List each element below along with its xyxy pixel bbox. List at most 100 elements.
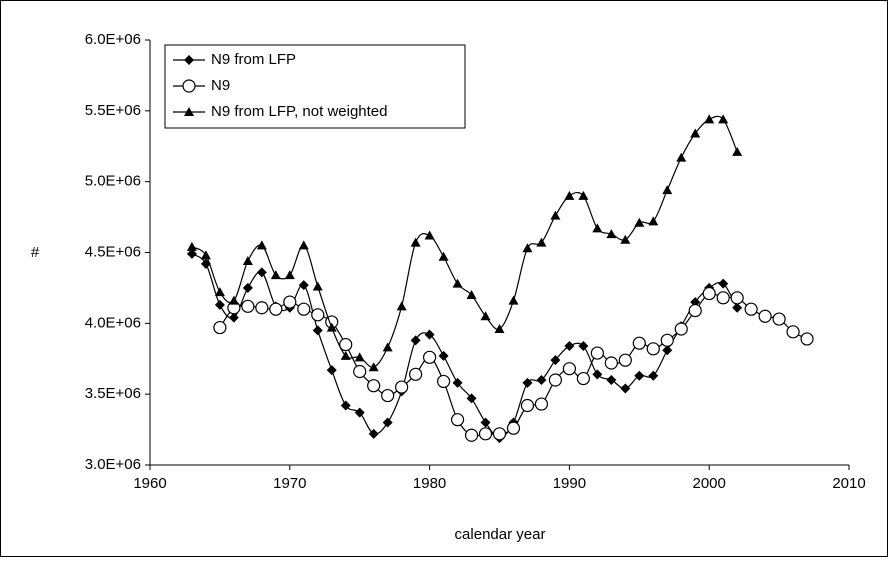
marker xyxy=(646,342,660,356)
marker xyxy=(438,251,449,261)
marker xyxy=(326,322,337,332)
y-tick-label: 6.0E+06 xyxy=(85,31,141,48)
marker xyxy=(395,380,409,394)
marker xyxy=(256,267,267,278)
marker xyxy=(772,312,786,326)
marker xyxy=(241,299,255,313)
marker xyxy=(186,248,197,259)
legend-label: N9 xyxy=(211,77,230,94)
y-tick-label: 3.0E+06 xyxy=(85,456,141,473)
marker xyxy=(562,362,577,376)
marker xyxy=(466,290,477,299)
marker xyxy=(688,303,702,318)
marker xyxy=(800,332,814,346)
marker xyxy=(632,336,646,350)
marker xyxy=(312,325,323,336)
marker xyxy=(576,371,590,386)
marker xyxy=(255,301,269,315)
marker xyxy=(478,427,493,441)
x-tick-label: 2000 xyxy=(693,475,726,492)
marker xyxy=(508,295,519,305)
x-tick-label: 1980 xyxy=(413,475,446,492)
marker xyxy=(410,237,421,247)
marker xyxy=(660,333,674,347)
marker xyxy=(354,352,365,362)
x-tick-label: 1990 xyxy=(553,475,586,492)
marker xyxy=(536,375,547,385)
marker xyxy=(704,114,715,124)
marker xyxy=(494,324,505,333)
marker xyxy=(564,341,575,351)
marker xyxy=(354,407,365,418)
marker xyxy=(606,229,617,239)
marker xyxy=(578,341,589,351)
marker xyxy=(590,346,604,360)
legend-box xyxy=(164,44,466,129)
marker xyxy=(534,397,549,411)
marker xyxy=(283,295,297,309)
marker xyxy=(452,278,463,288)
marker xyxy=(424,329,435,340)
marker xyxy=(184,55,194,65)
x-axis-label: calendar year xyxy=(455,526,546,543)
marker xyxy=(450,413,465,427)
marker xyxy=(550,355,561,366)
marker xyxy=(452,377,463,388)
marker xyxy=(606,375,617,385)
marker xyxy=(214,299,225,310)
marker xyxy=(436,374,451,389)
marker xyxy=(492,427,507,441)
marker xyxy=(674,322,688,336)
marker xyxy=(228,295,239,305)
y-tick-label: 5.5E+06 xyxy=(85,102,141,119)
series-line xyxy=(191,115,738,368)
marker xyxy=(270,270,281,280)
marker xyxy=(382,342,393,352)
legend-label: N9 from LFP xyxy=(211,51,296,68)
marker xyxy=(662,345,673,356)
marker xyxy=(311,308,325,322)
marker xyxy=(367,379,381,393)
marker xyxy=(634,370,645,381)
marker xyxy=(410,335,421,346)
y-axis-label: # xyxy=(31,244,40,261)
marker xyxy=(480,417,491,428)
y-tick-label: 4.0E+06 xyxy=(85,314,141,331)
marker xyxy=(744,302,758,316)
marker xyxy=(298,240,309,250)
marker xyxy=(702,286,716,301)
marker xyxy=(620,383,631,394)
marker xyxy=(423,350,437,364)
y-tick-label: 3.5E+06 xyxy=(85,385,141,402)
marker xyxy=(578,190,589,200)
marker xyxy=(242,256,253,265)
marker xyxy=(184,107,194,116)
marker xyxy=(604,356,618,370)
marker xyxy=(548,373,563,387)
marker xyxy=(381,388,395,403)
marker xyxy=(269,302,283,316)
marker xyxy=(718,114,729,124)
marker xyxy=(353,364,367,379)
marker xyxy=(312,281,323,291)
marker xyxy=(732,146,743,156)
marker xyxy=(730,291,744,305)
marker xyxy=(297,302,311,316)
marker xyxy=(326,365,337,376)
marker xyxy=(256,240,267,250)
marker xyxy=(340,400,351,411)
marker xyxy=(242,282,253,293)
marker xyxy=(186,241,197,251)
marker xyxy=(213,320,227,335)
marker xyxy=(718,278,729,289)
marker xyxy=(464,428,479,442)
marker xyxy=(339,337,353,352)
marker xyxy=(396,301,407,311)
marker xyxy=(298,280,309,291)
marker xyxy=(620,234,631,244)
marker xyxy=(466,393,477,404)
marker xyxy=(200,250,211,260)
legend: N9 from LFP N9 N9 from LFP, not weighted xyxy=(164,44,466,129)
series-line xyxy=(191,253,738,439)
